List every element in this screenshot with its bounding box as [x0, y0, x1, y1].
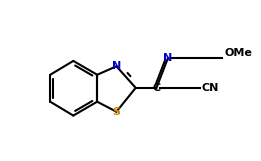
Text: CN: CN: [201, 83, 218, 93]
Text: N: N: [163, 53, 173, 63]
Text: S: S: [112, 107, 120, 117]
Text: C: C: [152, 83, 161, 93]
Text: OMe: OMe: [224, 48, 252, 58]
Text: N: N: [112, 61, 121, 71]
